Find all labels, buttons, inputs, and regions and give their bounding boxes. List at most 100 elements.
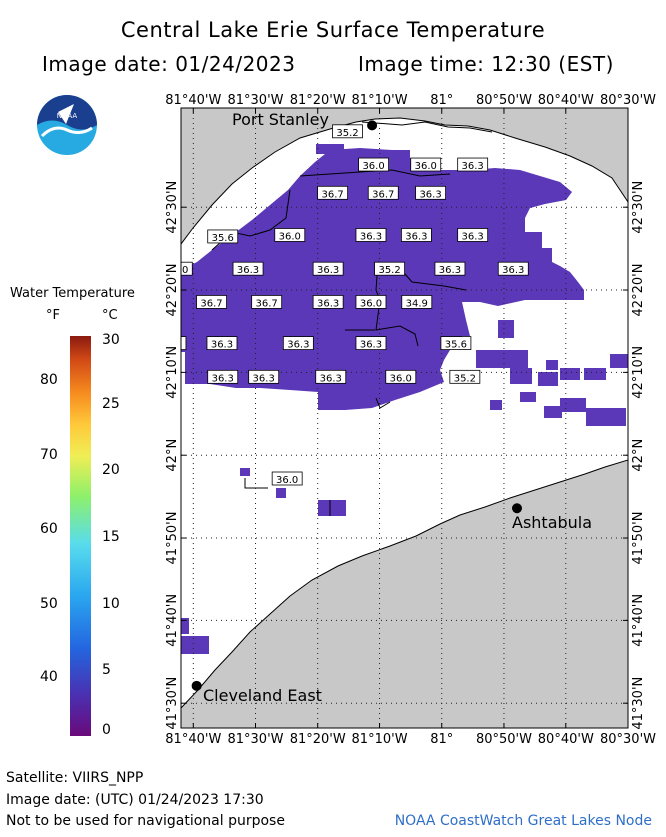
reading-value: 36.3 — [360, 231, 382, 242]
legend-f-tick: 60 — [40, 521, 58, 537]
reading-value: 36.3 — [419, 189, 441, 200]
lat-label-right: 42°20'N — [631, 264, 646, 317]
lat-label-left: 42°30'N — [165, 181, 180, 234]
reading-value: 36.7 — [160, 340, 182, 351]
temperature-pixels — [181, 144, 628, 654]
city-label: Ashtabula — [512, 513, 592, 532]
lat-label-left: 41°30'N — [165, 677, 180, 730]
lon-label-bottom: 81°10'W — [352, 732, 408, 747]
reading-value: 35.6 — [445, 340, 467, 351]
legend-c-tick: 20 — [102, 462, 120, 478]
lat-label-right: 42°30'N — [631, 181, 646, 234]
reading-box — [282, 336, 314, 351]
lon-label-bottom: 81°40'W — [165, 732, 221, 747]
lon-label-top: 81° — [430, 93, 453, 108]
reading-box — [271, 471, 303, 486]
reading-box — [401, 295, 433, 309]
reading-box — [196, 295, 227, 309]
reading-box — [312, 295, 344, 309]
reading-value: 36.3 — [360, 340, 382, 351]
lat-label-right: 42°N — [631, 439, 646, 472]
temperature-colorbar — [70, 336, 91, 736]
reading-box — [251, 295, 283, 309]
lon-label-bottom: 80°40'W — [538, 732, 594, 747]
reading-value: 36.7 — [200, 298, 222, 309]
legend-c-tick: 0 — [102, 722, 111, 738]
reading-value: 36.0 — [415, 161, 437, 172]
legend-unit-c: °C — [102, 308, 118, 323]
reading-box — [410, 157, 442, 172]
city-marker — [191, 680, 202, 691]
temperature-readings: 35.2 36.0 36.0 36.3 36.7 36.7 36.3 35.6 36.0 36.3… — [160, 124, 529, 486]
lat-label-left: 42°N — [165, 439, 180, 472]
lat-label-left: 41°50'N — [165, 512, 180, 565]
reading-value: 36.3 — [317, 298, 339, 309]
legend-title: Water Temperature — [10, 286, 135, 301]
noaa-coastwatch-credit: NOAA CoastWatch Great Lakes Node — [394, 813, 652, 829]
reading-box — [355, 295, 387, 309]
reading-box — [207, 229, 239, 244]
legend-f-tick: 40 — [40, 669, 58, 685]
reading-box — [207, 369, 239, 384]
graticule — [181, 108, 628, 728]
lon-label-bottom: 80°50'W — [476, 732, 532, 747]
lon-label-top: 81°40'W — [165, 93, 221, 108]
south-shore-land — [181, 459, 628, 728]
reading-value: 36.0 — [276, 475, 298, 486]
reading-value: 36.3 — [317, 265, 339, 276]
lon-label-bottom: 81° — [430, 732, 453, 747]
lon-label-top: 81°10'W — [352, 93, 408, 108]
city-marker — [511, 503, 522, 514]
lon-label-top: 80°30'W — [600, 93, 656, 108]
reading-value: 36.0 — [279, 231, 301, 242]
reading-value: 36.3 — [462, 231, 484, 242]
reading-value: 36.3 — [502, 265, 524, 276]
reading-value: 36.3 — [212, 373, 234, 384]
reading-box — [374, 261, 406, 276]
reading-box — [358, 157, 389, 172]
legend-c-tick: 15 — [102, 529, 120, 545]
footer-satellite: Satellite: VIIRS_NPP — [6, 770, 144, 786]
reading-box — [332, 124, 363, 139]
legend-c-tick: 5 — [102, 662, 111, 678]
reading-box — [312, 261, 344, 276]
reading-value: 36.7 — [372, 189, 394, 200]
reading-value: 36.3 — [211, 340, 233, 351]
city-label: Cleveland East — [203, 686, 322, 705]
lon-label-bottom: 81°30'W — [227, 732, 283, 747]
reading-value: 36.0 — [166, 265, 188, 276]
image-time: Image time: 12:30 (EST) — [358, 52, 614, 76]
lon-label-top: 81°30'W — [227, 93, 283, 108]
reading-box — [317, 185, 349, 200]
lon-label-top: 80°40'W — [538, 93, 594, 108]
reading-box — [248, 369, 280, 384]
lat-label-right: 41°40'N — [631, 594, 646, 647]
reading-value: 35.2 — [336, 128, 358, 139]
legend-f-tick: 80 — [40, 372, 58, 388]
lon-label-bottom: 81°20'W — [290, 732, 346, 747]
lon-label-top: 80°50'W — [476, 93, 532, 108]
reading-box — [367, 185, 399, 200]
city-label: Port Stanley — [232, 110, 329, 129]
reading-box — [401, 228, 432, 242]
reading-box — [315, 369, 347, 384]
footer-utc-date: Image date: (UTC) 01/24/2023 17:30 — [6, 792, 264, 808]
reading-box — [434, 261, 466, 276]
north-shore-land — [181, 108, 628, 245]
reading-box — [497, 261, 529, 276]
reading-value: 34.9 — [406, 298, 428, 309]
legend-unit-f: °F — [46, 308, 60, 323]
reading-value: 36.0 — [362, 161, 384, 172]
reading-value: 36.3 — [320, 373, 342, 384]
reading-box — [355, 336, 387, 351]
lat-label-left: 42°20'N — [165, 264, 180, 317]
reading-box — [440, 336, 472, 351]
reading-value: 36.0 — [390, 373, 412, 384]
lon-label-bottom: 80°30'W — [600, 732, 656, 747]
legend-c-tick: 10 — [102, 596, 120, 612]
reading-value: 36.3 — [462, 161, 484, 172]
reading-box — [449, 369, 481, 384]
reading-value: 35.2 — [454, 373, 476, 384]
reading-value: 36.3 — [405, 231, 427, 242]
lat-label-left: 41°40'N — [165, 594, 180, 647]
